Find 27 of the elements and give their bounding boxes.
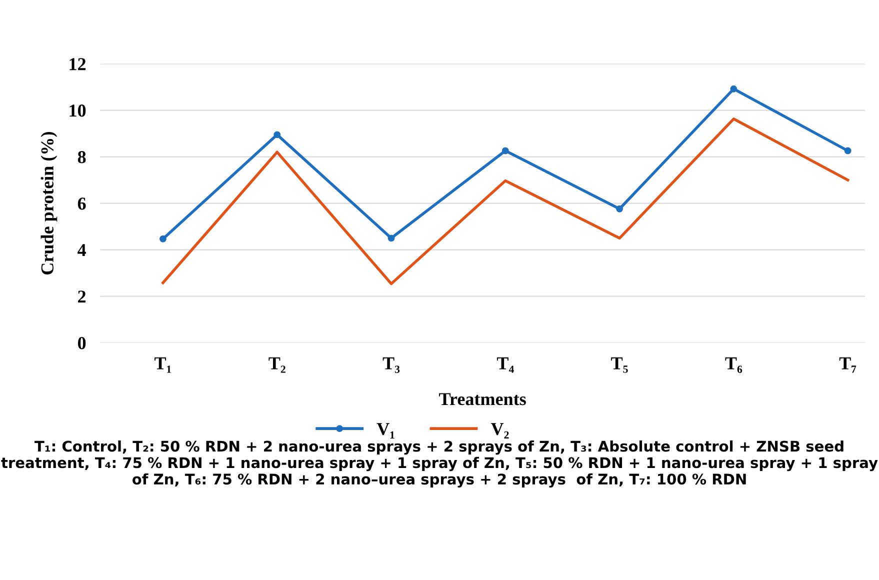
y-tick-label: 12 <box>70 58 86 70</box>
x-tick-label: T₂ <box>268 357 286 373</box>
x-tick-label: T₆ <box>725 357 742 373</box>
y-tick-label: 6 <box>78 198 86 210</box>
x-tick-label: T₁ <box>154 357 171 373</box>
point <box>160 235 166 242</box>
legend-label: V₁ <box>376 423 394 439</box>
x-tick-label: T₄ <box>496 357 514 373</box>
point <box>730 85 738 92</box>
y-tick-label: 2 <box>78 290 86 303</box>
point <box>844 147 852 154</box>
legend-label: V₂ <box>490 423 509 438</box>
point <box>388 234 395 242</box>
y-tick-label: 4 <box>78 244 86 256</box>
y-tick-label: 0 <box>78 337 86 350</box>
point <box>616 205 624 212</box>
text: T₁: Control, T₂: 50 % RDN + 2 nano-urea sprays + 2 sprays of Zn, T₃: Absolute control + ZNSB seed treatment, T₄: 75 % RDN + 1 nano-urea spray + 1 spray of Zn, T₅: 50 % RDN + 1 nano-urea spray + 1 spray of Zn, T₆: 75 % RDN + 2 nano–urea sprays + 2 sprays of Zn, T₇: 100 % RDN <box>1 440 878 488</box>
line-series <box>162 118 850 286</box>
x-tick-label: T₇ <box>839 357 856 373</box>
x-axis-title: Treatments <box>439 393 526 406</box>
point <box>274 131 281 138</box>
x-tick-label: T₃ <box>382 357 400 373</box>
y-tick-label: 8 <box>78 151 86 164</box>
point <box>502 147 509 154</box>
x-tick-label: T₅ <box>611 357 628 373</box>
y-axis-title: Crude protein (%) <box>40 132 58 274</box>
y-tick-label: 10 <box>70 104 86 117</box>
